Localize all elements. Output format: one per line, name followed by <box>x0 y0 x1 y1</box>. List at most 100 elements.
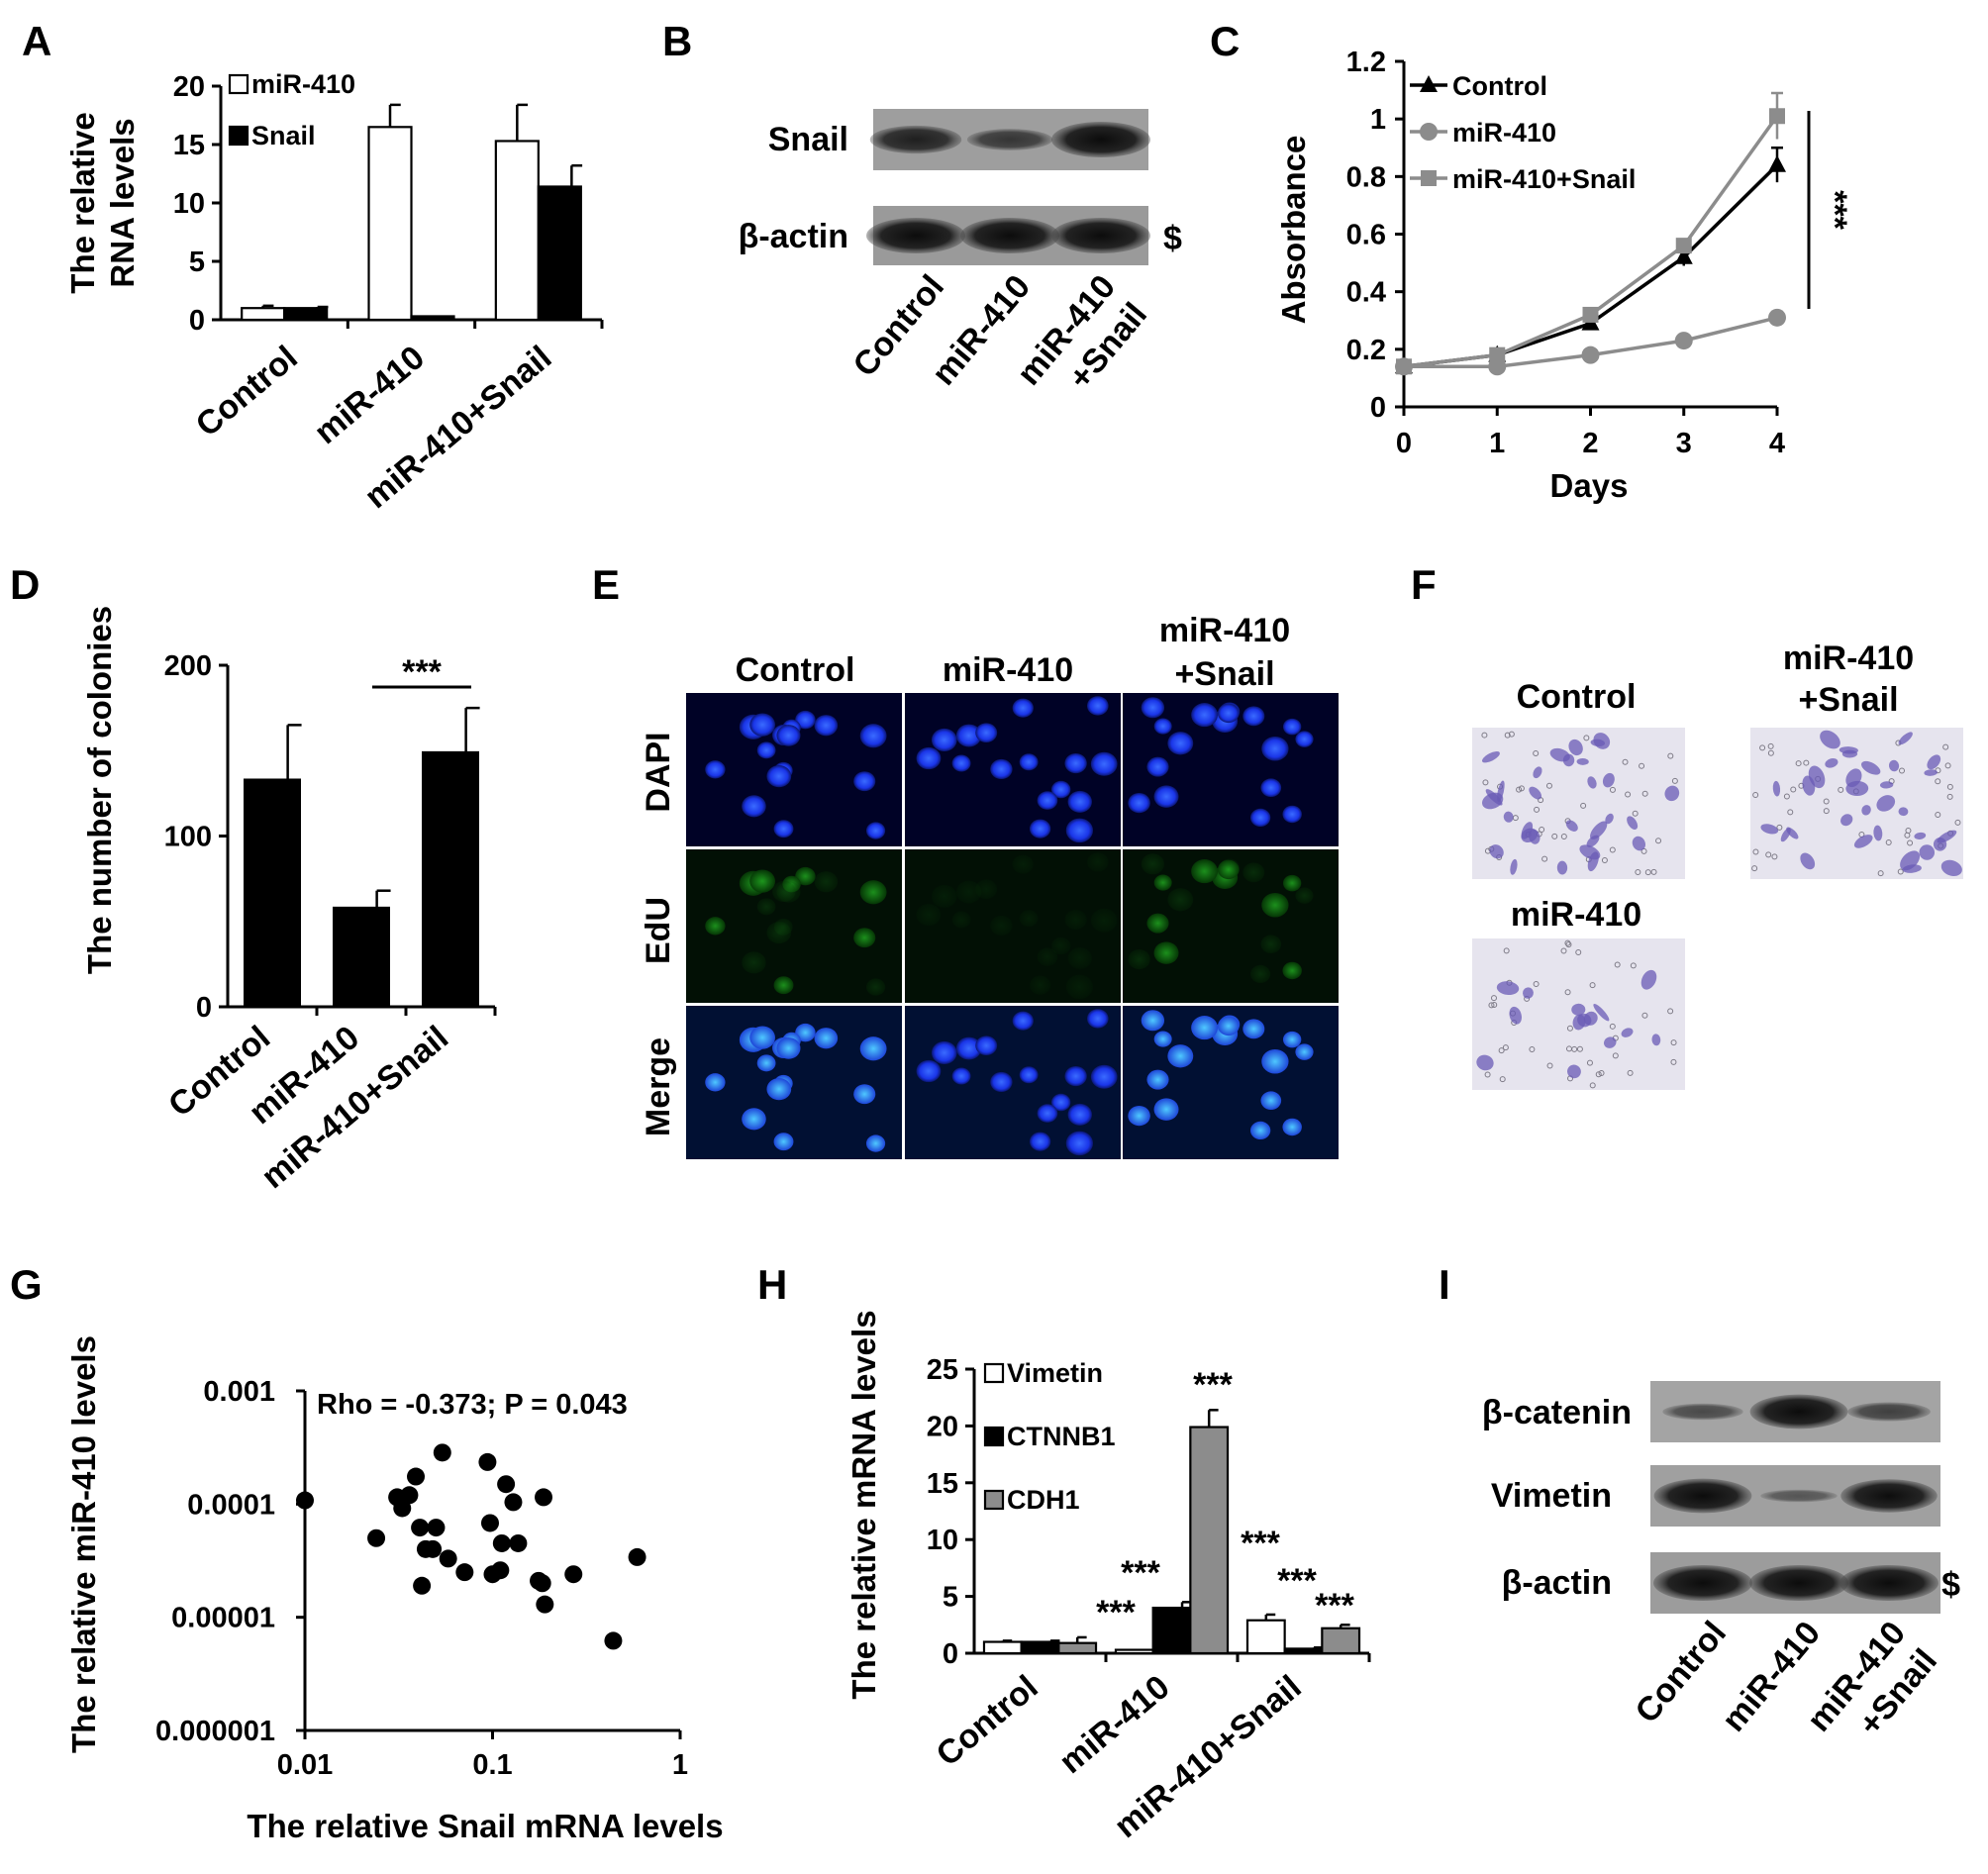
cell-nucleus <box>865 1134 886 1152</box>
significance-stars: *** <box>402 653 442 691</box>
cell-nucleus <box>990 1071 1013 1093</box>
cell-nucleus <box>1029 819 1051 838</box>
x-tick-label: 0 <box>1396 428 1412 459</box>
migrated-cell <box>1590 821 1608 839</box>
cell-nucleus <box>1282 805 1302 824</box>
cell-nucleus <box>766 921 792 944</box>
migrated-cell <box>1568 739 1583 756</box>
data-point-control <box>1674 247 1693 264</box>
bar-vimetin-mir-410 <box>1114 1648 1154 1655</box>
cell-nucleus <box>1065 1131 1094 1156</box>
cell-nucleus <box>955 724 982 747</box>
membrane-pore <box>1630 962 1637 969</box>
membrane-pore <box>1482 779 1489 786</box>
membrane-pore <box>1533 980 1540 987</box>
scatter-point-3 <box>393 1499 412 1518</box>
cell-nucleus <box>1153 941 1179 964</box>
cell-nucleus <box>859 724 887 748</box>
blot-i-row-catenin: β-catenin <box>1482 1394 1632 1431</box>
membrane-pore <box>1650 868 1657 875</box>
migrated-cell <box>1593 733 1611 749</box>
panel-d-ylabel: The number of colonies <box>81 606 118 974</box>
membrane-pore <box>1670 1058 1677 1065</box>
significance-stars-2: *** <box>1193 1366 1233 1404</box>
migrated-cell <box>1476 1054 1494 1071</box>
bar-snail-control <box>283 307 329 322</box>
cell-nucleus <box>1064 909 1087 931</box>
panel-f-label-control: Control <box>1517 678 1637 716</box>
legend-swatch-snail <box>228 125 249 147</box>
cell-nucleus <box>1012 1011 1034 1031</box>
bar-value-control <box>244 778 302 1009</box>
migrated-cell <box>1529 786 1542 800</box>
migrated-cell <box>1898 732 1913 745</box>
cell-nucleus <box>1090 1064 1118 1089</box>
cell-nucleus <box>1191 859 1218 884</box>
membrane-pore <box>1586 1059 1593 1066</box>
membrane-pore <box>1667 752 1674 759</box>
scatter-point-24 <box>535 1488 553 1507</box>
membrane-pore <box>1670 1039 1677 1046</box>
scatter-point-19 <box>497 1475 516 1494</box>
cell-nucleus <box>916 746 942 770</box>
cell-nucleus <box>975 723 998 743</box>
cell-nucleus <box>1260 1091 1282 1111</box>
membrane-pore <box>1625 791 1632 798</box>
cell-nucleus <box>1087 852 1109 872</box>
panel-letter-g: G <box>10 1261 43 1308</box>
migrated-cell <box>1772 780 1781 797</box>
cell-nucleus <box>814 715 839 737</box>
panel-h-ylabel: The relative mRNA levels <box>845 1310 882 1699</box>
panel-c-ylabel: Absorbance <box>1275 136 1312 325</box>
band-catenin-0 <box>1662 1403 1743 1421</box>
membrane-pore <box>1518 785 1525 792</box>
membrane-pore <box>1508 731 1515 738</box>
migrated-cell <box>1640 969 1657 990</box>
blot-i-row-actin: β-actin <box>1502 1564 1612 1602</box>
bar-snail-mir-410-snail <box>537 185 582 322</box>
cell-nucleus <box>1128 1105 1150 1127</box>
band-actin-1 <box>1749 1565 1848 1601</box>
y-tick-label: 0.00001 <box>171 1603 275 1634</box>
scatter-point-12 <box>439 1549 457 1568</box>
membrane-pore <box>1571 1045 1578 1052</box>
migrated-cell <box>1900 850 1921 871</box>
y-tick-label: 20 <box>927 1411 958 1442</box>
cell-nucleus <box>749 713 775 737</box>
cell-nucleus <box>1282 718 1302 736</box>
membrane-pore <box>1907 839 1914 846</box>
bar-ctnnb1-mir-410-snail <box>1283 1647 1324 1655</box>
y-tick-label: 0.001 <box>203 1376 275 1408</box>
y-tick-label: 0 <box>189 305 205 337</box>
y-tick-label: 0 <box>943 1638 958 1670</box>
cell-nucleus <box>1153 1031 1172 1047</box>
panel-g-chart: 0.000001 0.00001 0.0001 0.001 0.01 0.1 1 <box>155 1376 688 1781</box>
migrated-cell <box>1924 769 1938 776</box>
legend-label-snail: Snail <box>251 121 316 150</box>
bar-snail-mir-410 <box>410 315 455 322</box>
panel-e-images <box>686 693 1340 1162</box>
y-tick-label: 200 <box>164 650 212 682</box>
cell-nucleus <box>1153 718 1172 735</box>
migrated-cell <box>1510 858 1518 875</box>
cell-nucleus <box>1064 1065 1087 1087</box>
membrane-pore <box>1795 760 1802 767</box>
bar-cdh1-mir-410 <box>1189 1426 1230 1655</box>
migrated-cell <box>1562 753 1575 767</box>
cell-nucleus <box>865 978 886 996</box>
cell-nucleus <box>1029 1132 1051 1151</box>
cell-nucleus <box>776 1037 801 1059</box>
panel-e-col-mir410: miR-410 <box>943 651 1073 689</box>
cell-nucleus <box>1153 1098 1179 1121</box>
cell-nucleus <box>1037 791 1058 810</box>
cell-nucleus <box>955 1036 982 1060</box>
scatter-point-10 <box>427 1519 446 1537</box>
bar-mir-410-control <box>241 307 286 322</box>
y-tick-label: 0.8 <box>1346 161 1386 193</box>
y-tick-label: 15 <box>927 1468 958 1500</box>
membrane-pore <box>1566 1025 1573 1032</box>
significance-stars-0: *** <box>1096 1594 1136 1631</box>
y-tick-label: 5 <box>943 1582 958 1614</box>
blot-i-marker: $ <box>1941 1566 1960 1604</box>
